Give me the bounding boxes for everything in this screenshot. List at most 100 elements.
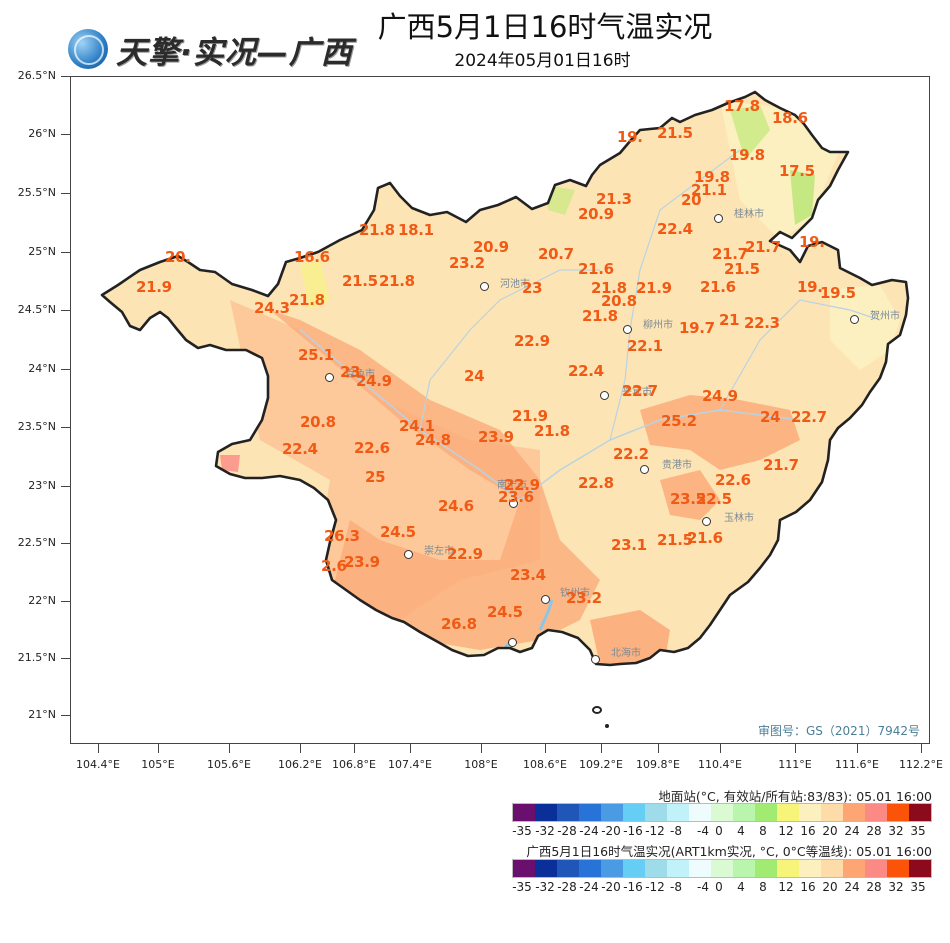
station-temperature: 24.5 <box>487 603 523 621</box>
colorbar-swatch <box>887 804 909 821</box>
colorbar-tick-label: 16 <box>800 824 816 838</box>
colorbar-swatch <box>513 804 535 821</box>
station-temperature: 23.6 <box>498 488 534 506</box>
station-temperature: 21.9 <box>512 407 548 425</box>
colorbar-tick-label: -4 <box>697 824 709 838</box>
colorbar-tick-label: 4 <box>737 824 745 838</box>
y-tick-label: 26.5°N <box>17 69 56 82</box>
station-temperature: 25.2 <box>661 412 697 430</box>
station-temperature: 21.8 <box>359 221 395 239</box>
colorbar-tick-label: 20 <box>822 824 838 838</box>
station-temperature: 21.7 <box>763 456 799 474</box>
colorbar-tick-label: -16 <box>623 880 643 894</box>
colorbar-swatch <box>865 860 887 877</box>
y-tick-label: 23°N <box>28 479 56 492</box>
colorbar-swatch <box>755 804 777 821</box>
x-tick-mark <box>857 744 858 753</box>
y-tick-mark <box>61 193 70 194</box>
colorbar-swatch <box>755 860 777 877</box>
colorbar-swatch <box>711 804 733 821</box>
colorbar-swatch <box>799 860 821 877</box>
station-temperature: 24.5 <box>380 523 416 541</box>
station-temperature: 23 <box>522 279 543 297</box>
colorbar-tick-label: -24 <box>579 824 599 838</box>
y-tick-mark <box>61 715 70 716</box>
station-colorbar <box>512 803 932 822</box>
colorbar-swatch <box>909 860 931 877</box>
colorbar-swatch <box>667 804 689 821</box>
station-temperature: 21.8 <box>534 422 570 440</box>
colorbar-swatch <box>843 804 865 821</box>
globe-icon <box>68 29 108 69</box>
colorbar-tick-label: 32 <box>888 880 904 894</box>
station-temperature: 21.8 <box>591 279 627 297</box>
city-label: 桂林市 <box>734 209 764 220</box>
city-marker-icon <box>714 214 723 223</box>
station-temperature: 21.8 <box>582 307 618 325</box>
station-temperature: 21.6 <box>687 529 723 547</box>
colorbar-tick-label: -16 <box>623 824 643 838</box>
station-temperature: 21.7 <box>745 238 781 256</box>
x-tick-mark <box>300 744 301 753</box>
station-temperature: 23.9 <box>478 428 514 446</box>
station-temperature: 20.8 <box>601 292 637 310</box>
station-temperature: 21 <box>719 311 740 329</box>
colorbar-swatch <box>689 804 711 821</box>
station-temperature: 22.8 <box>578 474 614 492</box>
colorbar-tick-label: 28 <box>866 880 882 894</box>
colorbar-swatch <box>513 860 535 877</box>
city-label: 玉林市 <box>724 513 754 524</box>
map-plot-area <box>70 76 930 744</box>
station-temperature: 21.9 <box>636 279 672 297</box>
x-tick-label: 105.6°E <box>207 758 251 771</box>
colorbar-swatch <box>623 804 645 821</box>
city-label: 钦州市 <box>560 588 590 599</box>
station-temperature: 24.9 <box>702 387 738 405</box>
colorbar-swatch <box>667 860 689 877</box>
y-tick-label: 22.5°N <box>17 536 56 549</box>
colorbar-tick-label: 32 <box>888 824 904 838</box>
station-temperature: 19.8 <box>729 146 765 164</box>
x-tick-mark <box>720 744 721 753</box>
colorbar-tick-label: -8 <box>670 824 682 838</box>
y-tick-label: 24°N <box>28 362 56 375</box>
x-tick-mark <box>158 744 159 753</box>
station-temperature: 26.3 <box>324 527 360 545</box>
review-number: 审图号：GS（2021）7942号 <box>758 724 920 738</box>
x-tick-label: 109.2°E <box>579 758 623 771</box>
station-temperature: 22.1 <box>627 337 663 355</box>
city-marker-icon <box>541 595 550 604</box>
grid-colorbar <box>512 859 932 878</box>
station-temperature: 22.7 <box>622 382 658 400</box>
station-temperature: 21.6 <box>700 278 736 296</box>
city-marker-icon <box>702 517 711 526</box>
station-temperature: 18.1 <box>398 221 434 239</box>
colorbar-tick-label: 24 <box>844 824 860 838</box>
colorbar-tick-label: 12 <box>778 824 794 838</box>
colorbar-tick-label: 0 <box>715 880 723 894</box>
tianqing-logo: 天擎·实况—广西 <box>68 26 353 72</box>
colorbar-tick-label: -4 <box>697 880 709 894</box>
station-temperature: 23.4 <box>510 566 546 584</box>
colorbar-tick-label: -35 <box>512 880 532 894</box>
x-tick-label: 112.2°E <box>899 758 943 771</box>
station-temperature: 18.6 <box>772 109 808 127</box>
station-temperature: 23.2 <box>566 589 602 607</box>
city-marker-icon <box>509 499 518 508</box>
colorbar-swatch <box>799 804 821 821</box>
station-temperature: 20.8 <box>300 413 336 431</box>
station-temperature: 23.2 <box>449 254 485 272</box>
station-temperature: 19.5 <box>820 284 856 302</box>
station-temperature: 24.8 <box>415 431 451 449</box>
y-tick-mark <box>61 543 70 544</box>
colorbar-swatch <box>689 860 711 877</box>
station-temperature: 21.5 <box>657 124 693 142</box>
y-tick-label: 25°N <box>28 245 56 258</box>
map-title: 广西5月1日16时气温实况 <box>377 10 713 44</box>
station-temperature: 22.4 <box>568 362 604 380</box>
station-temperature: 17.5 <box>779 162 815 180</box>
colorbar-tick-label: -12 <box>645 880 665 894</box>
station-temperature: 22.5 <box>696 490 732 508</box>
colorbar-swatch <box>535 804 557 821</box>
city-label: 柳州市 <box>643 320 673 331</box>
